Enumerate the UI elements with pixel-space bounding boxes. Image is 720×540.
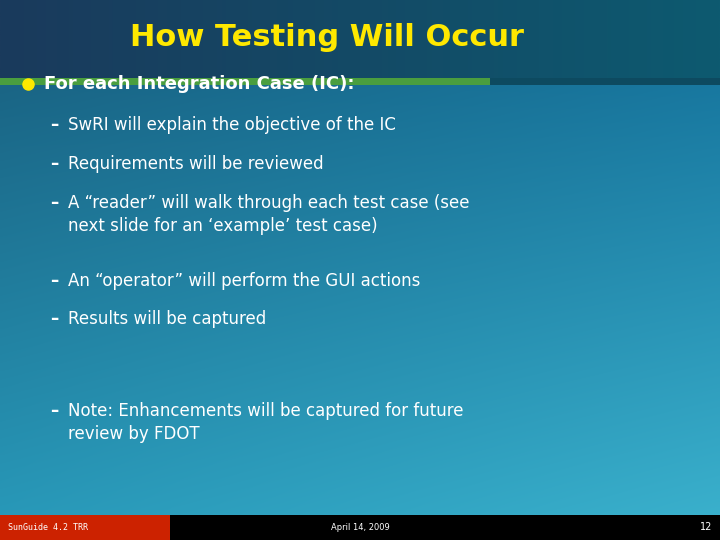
Text: –: – bbox=[50, 194, 58, 212]
Bar bbox=[490, 78, 720, 85]
Text: 12: 12 bbox=[700, 523, 712, 532]
Text: Note: Enhancements will be captured for future
review by FDOT: Note: Enhancements will be captured for … bbox=[68, 402, 464, 443]
Text: –: – bbox=[50, 402, 58, 420]
Text: –: – bbox=[50, 155, 58, 173]
Text: SwRI will explain the objective of the IC: SwRI will explain the objective of the I… bbox=[68, 116, 396, 134]
Text: –: – bbox=[50, 272, 58, 289]
Bar bbox=[0, 25, 720, 85]
Text: SunGuide 4.2 TRR: SunGuide 4.2 TRR bbox=[8, 523, 88, 532]
Text: A “reader” will walk through each test case (see
next slide for an ‘example’ tes: A “reader” will walk through each test c… bbox=[68, 194, 469, 235]
Text: How Testing Will Occur: How Testing Will Occur bbox=[130, 23, 524, 51]
Bar bbox=[0, 515, 170, 540]
Text: Results will be captured: Results will be captured bbox=[68, 310, 266, 328]
Text: An “operator” will perform the GUI actions: An “operator” will perform the GUI actio… bbox=[68, 272, 420, 289]
Bar bbox=[0, 78, 490, 85]
Text: April 14, 2009: April 14, 2009 bbox=[330, 523, 390, 532]
Text: –: – bbox=[50, 116, 58, 134]
Text: For each Integration Case (IC):: For each Integration Case (IC): bbox=[44, 75, 354, 93]
Text: Requirements will be reviewed: Requirements will be reviewed bbox=[68, 155, 323, 173]
Text: –: – bbox=[50, 310, 58, 328]
